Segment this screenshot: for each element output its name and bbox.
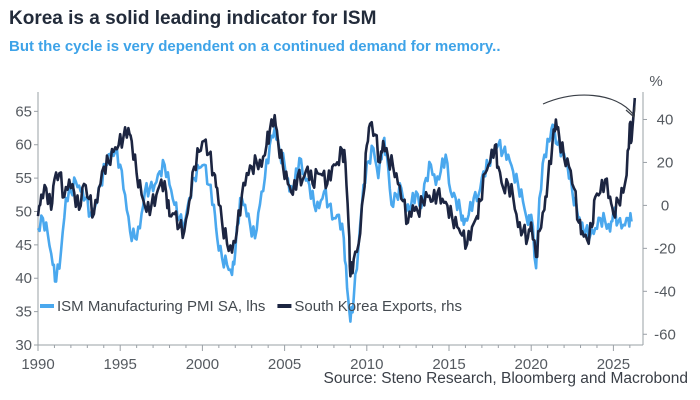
x-tick-label: 1995 (104, 356, 137, 373)
x-tick-label: 2020 (515, 356, 548, 373)
left-tick-label: 65 (15, 103, 32, 120)
legend-label: ISM Manufacturing PMI SA, lhs (57, 298, 265, 315)
annotation-layer (542, 94, 636, 119)
x-tick-label: 2000 (186, 356, 219, 373)
annotation-arrow-curve (542, 94, 634, 115)
series-line-korea-exports (36, 97, 637, 278)
chart-title: Korea is a solid leading indicator for I… (9, 8, 377, 29)
left-tick-label: 30 (15, 337, 32, 354)
x-tick-label: 2025 (597, 356, 630, 373)
chart-legend: ISM Manufacturing PMI SA, lhs South Korea… (40, 298, 462, 315)
right-tick-label: 20 (657, 154, 674, 171)
source-note: Source: Steno Research, Bloomberg and Ma… (323, 370, 688, 387)
x-tick-label: 2015 (432, 356, 465, 373)
x-tick-label: 2010 (350, 356, 383, 373)
left-tick-label: 60 (15, 137, 32, 154)
x-tick-label: 1990 (21, 356, 54, 373)
left-tick-label: 45 (15, 237, 32, 254)
right-tick-label: -60 (654, 326, 676, 343)
right-tick-label: 40 (657, 111, 674, 128)
right-tick-label: 0 (661, 197, 669, 214)
chart-subtitle: But the cycle is very dependent on a con… (9, 38, 501, 55)
annotation-arrow-head (625, 106, 636, 119)
left-tick-label: 55 (15, 170, 32, 187)
left-tick-label: 40 (15, 270, 32, 287)
x-tick-label: 2005 (268, 356, 301, 373)
right-axis-unit: % (649, 73, 662, 90)
series-layer (36, 97, 637, 323)
left-tick-label: 35 (15, 304, 32, 321)
chart-axes: 65 60 55 50 45 40 35 30 40 20 0 -20 -40 -60% 1990 1995 2… (15, 73, 676, 373)
legend-label: South Korea Exports, rhs (294, 298, 462, 315)
right-tick-label: -40 (654, 283, 676, 300)
left-tick-label: 50 (15, 203, 32, 220)
right-tick-label: -20 (654, 240, 676, 257)
